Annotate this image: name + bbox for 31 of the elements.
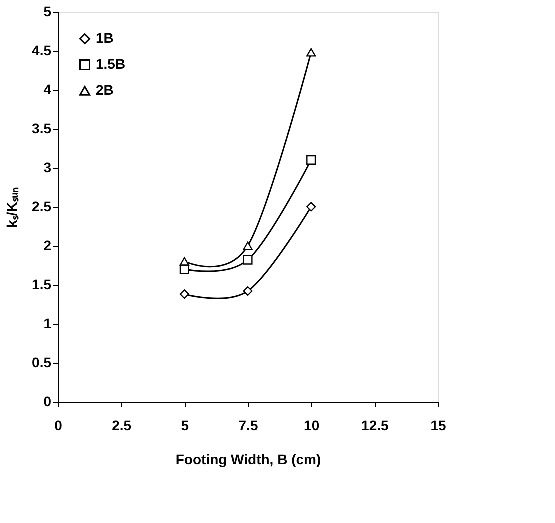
y-tick-label: 4.5 [32,42,52,58]
y-axis-title: kₛ/Kₛᵤₙ [4,187,20,228]
x-tick-label: 2.5 [112,418,132,434]
x-tick-label: 10 [304,418,320,434]
y-tick-label: 0.5 [32,354,52,370]
x-axis-title: Footing Width, B (cm) [176,452,322,468]
point [306,202,316,212]
legend-label: 2B [96,82,114,98]
y-tick-label: 3.5 [32,120,52,136]
point [180,257,190,266]
point [306,48,316,57]
y-tick-label: 2.5 [32,198,52,214]
y-tick-label: 1.5 [32,276,52,292]
y-tick-label: 5 [44,4,52,20]
y-tick-label: 3 [44,160,52,176]
y-tick-label: 2 [44,238,52,254]
point [180,290,190,300]
point [306,155,316,165]
point [243,242,253,250]
legend-label: 1.5B [96,56,126,72]
legend-label: 1B [96,30,114,46]
y-tick-label: 4 [44,82,52,98]
y-tick-label: 0 [44,394,52,410]
y-tick-label: 1 [44,316,52,332]
point [243,255,253,265]
x-tick-label: 12.5 [362,418,390,434]
point [243,286,253,296]
x-tick-label: 0 [54,418,63,434]
x-tick-label: 5 [181,418,190,434]
x-tick-label: 7.5 [238,418,258,434]
x-tick-label: 15 [430,418,446,434]
